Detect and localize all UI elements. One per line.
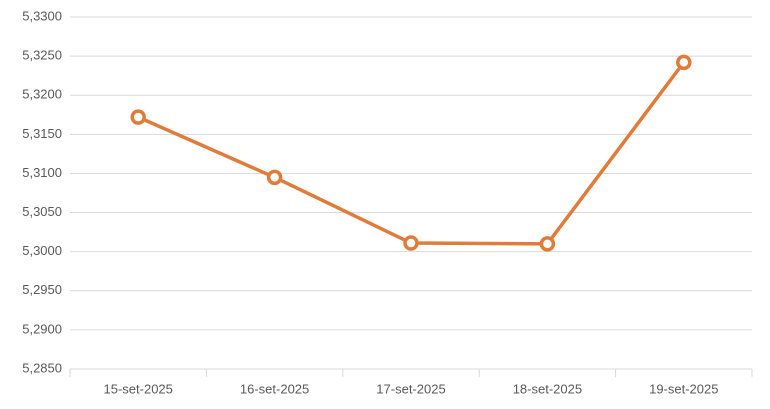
point <box>676 54 692 71</box>
point <box>266 169 283 186</box>
y-tick-label: 5,3200 <box>22 87 62 102</box>
point <box>130 109 146 125</box>
x-tick-label: 16-set-2025 <box>240 381 309 396</box>
x-tick-label: 17-set-2025 <box>376 381 445 396</box>
y-tick-label: 5,3150 <box>22 126 62 141</box>
x-tick-label: 18-set-2025 <box>513 381 582 396</box>
y-tick-label: 5,3100 <box>22 165 62 180</box>
x-tick-label: 15-set-2025 <box>104 381 173 396</box>
y-tick-label: 5,2900 <box>22 321 62 336</box>
y-tick-label: 5,3250 <box>22 48 62 63</box>
x-tick-label: 19-set-2025 <box>649 381 718 396</box>
y-tick-label: 5,3300 <box>22 8 62 23</box>
point <box>403 235 419 251</box>
y-tick-label: 5,2850 <box>22 360 62 375</box>
line <box>137 61 686 246</box>
y-tick-label: 5,3050 <box>22 204 62 219</box>
y-tick-label: 5,2950 <box>22 282 62 297</box>
point <box>539 236 556 252</box>
y-tick-label: 5,3000 <box>22 243 62 258</box>
